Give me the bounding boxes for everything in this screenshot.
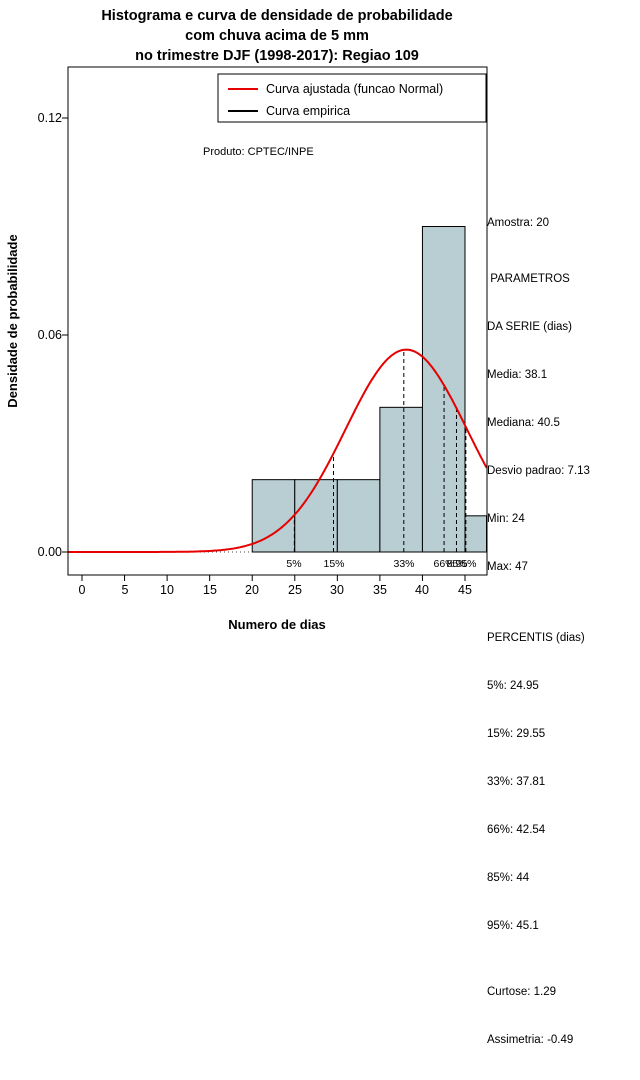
percentil-66: 66%: 42.54 (487, 824, 546, 836)
stat-assimetria: Assimetria: -0.49 (487, 1034, 574, 1046)
x-tick-label: 5 (122, 583, 129, 597)
chart: Histograma e curva de densidade de proba… (5, 8, 488, 632)
percentile-label: 15% (323, 558, 344, 570)
histogram-bar (294, 479, 338, 553)
stat-curtose: Curtose: 1.29 (487, 986, 557, 998)
stats-panel: Amostra: 20 PARAMETROS DA SERIE (dias) M… (487, 183, 639, 1080)
histogram-bar (336, 479, 381, 553)
percentil-5: 5%: 24.95 (487, 680, 539, 692)
x-tick-label: 45 (458, 583, 472, 597)
title-line-2: com chuva acima de 5 mm (185, 28, 369, 44)
percentil-15: 15%: 29.55 (487, 728, 546, 740)
legend: Curva ajustada (funcao Normal) Curva emp… (217, 73, 487, 123)
y-tick-labels: 0.00 0.06 0.12 (38, 111, 62, 559)
legend-box (217, 73, 487, 123)
chart-title: Histograma e curva de densidade de proba… (101, 8, 452, 64)
percentile-label: 66% (433, 558, 454, 570)
sample-size: Amostra: 20 (487, 217, 549, 229)
product-note: Produto: CPTEC/INPE (203, 146, 314, 158)
percentile-label: 5% (286, 558, 301, 570)
percentile-label: 85% (446, 558, 467, 570)
legend-label-empirical-curve: Curva empirica (266, 104, 350, 118)
plot-geometry (62, 66, 488, 581)
x-tick-label: 35 (373, 583, 387, 597)
series-params-header-1: PARAMETROS (487, 273, 570, 285)
stat-media: Media: 38.1 (487, 369, 548, 381)
percentil-85: 85%: 44 (487, 872, 530, 884)
x-tick-label: 20 (245, 583, 259, 597)
title-line-3: no trimestre DJF (1998-2017): Regiao 109 (135, 48, 419, 64)
histogram-bar (251, 479, 296, 553)
y-tick-label: 0.06 (38, 328, 62, 342)
stat-min: Min: 24 (487, 513, 525, 525)
histogram-bar (464, 515, 487, 553)
percentis-header: PERCENTIS (dias) (487, 632, 585, 644)
y-tick-label: 0.00 (38, 545, 62, 559)
x-tick-label: 0 (79, 583, 86, 597)
title-line-1: Histograma e curva de densidade de proba… (101, 8, 452, 24)
stat-mediana: Mediana: 40.5 (487, 417, 560, 429)
x-tick-labels: 0 5 10 15 20 25 30 35 40 45 (79, 583, 472, 597)
series-params-header-2: DA SERIE (dias) (487, 321, 572, 333)
percentile-label: 95% (455, 558, 476, 570)
y-axis-title: Densidade de probabilidade (5, 234, 20, 407)
x-tick-label: 15 (203, 583, 217, 597)
x-tick-label: 25 (288, 583, 302, 597)
figure: Histograma e curva de densidade de proba… (5, 8, 590, 1046)
fitted-normal-curve (68, 348, 488, 553)
percentil-95: 95%: 45.1 (487, 920, 539, 932)
x-tick-label: 30 (330, 583, 344, 597)
stat-max: Max: 47 (487, 561, 528, 573)
x-tick-label: 40 (415, 583, 429, 597)
percentile-label: 33% (393, 558, 414, 570)
stat-desvio-padrao: Desvio padrao: 7.13 (487, 465, 590, 477)
legend-label-fitted-curve: Curva ajustada (funcao Normal) (266, 82, 443, 96)
y-tick-label: 0.12 (38, 111, 62, 125)
histogram-bar (379, 406, 423, 553)
x-axis-title: Numero de dias (228, 617, 326, 632)
x-tick-label: 10 (160, 583, 174, 597)
plot-box (67, 66, 488, 576)
percentile-labels: 5% 15% 33% 66% 85% 95% (286, 558, 476, 570)
percentil-33: 33%: 37.81 (487, 776, 546, 788)
